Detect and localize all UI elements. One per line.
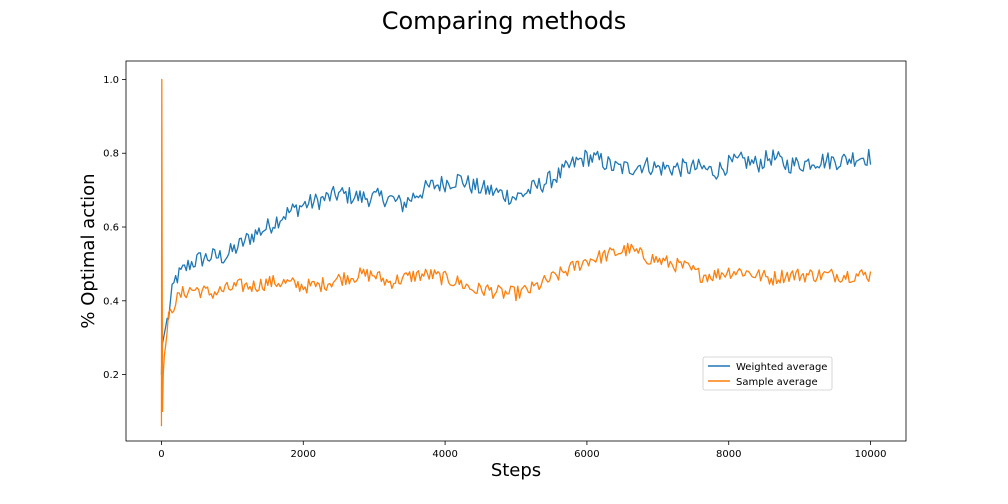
y-axis-label: % Optimal action: [78, 173, 99, 328]
series-line-sample-average: [160, 78, 872, 427]
x-tick-label: 10000: [855, 449, 887, 460]
axis-ticks: 0 2000 4000 6000 8000 10000 0.2 0.4 0.6 0.8 1.0: [103, 75, 886, 460]
legend: Weighted average Sample average: [702, 356, 833, 391]
x-tick-label: 8000: [716, 449, 741, 460]
x-axis-label: Steps: [491, 460, 541, 481]
y-tick-label: 0.4: [103, 296, 119, 307]
legend-label-sample-average: Sample average: [736, 377, 818, 388]
chart-title: Comparing methods: [382, 7, 627, 35]
legend-label-weighted-average: Weighted average: [736, 362, 827, 373]
y-tick-label: 1.0: [103, 75, 119, 86]
series-line-weighted-average: [160, 148, 872, 375]
y-tick-label: 0.2: [103, 370, 119, 381]
plot-frame: [125, 60, 907, 442]
x-tick-label: 6000: [574, 449, 599, 460]
x-tick-label: 2000: [291, 449, 316, 460]
y-tick-label: 0.8: [103, 149, 119, 160]
x-tick-label: 0: [158, 449, 164, 460]
plot-area: [160, 78, 872, 427]
y-tick-label: 0.6: [103, 223, 119, 234]
x-tick-label: 4000: [432, 449, 457, 460]
legend-box: [702, 356, 833, 391]
